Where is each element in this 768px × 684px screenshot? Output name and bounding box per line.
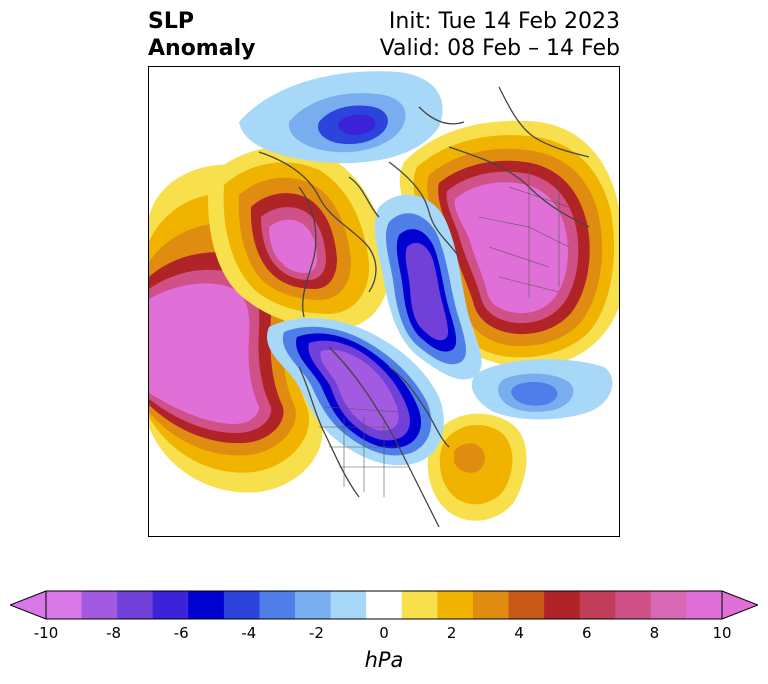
- colorbar-unit: hPa: [364, 648, 404, 672]
- colorbar-swatch: [223, 591, 260, 619]
- colorbar-swatch: [366, 591, 403, 619]
- colorbar-swatch: [579, 591, 616, 619]
- colorbar-tick-label: -10: [33, 624, 59, 642]
- colorbar-extend-max: [721, 590, 760, 620]
- colorbar-swatch: [401, 591, 438, 619]
- colorbar-tick-label: 4: [514, 624, 524, 642]
- colorbar-frame: [45, 590, 723, 620]
- colorbar-swatch: [437, 591, 474, 619]
- title-left: SLP Anomaly: [148, 8, 255, 62]
- title-right: Init: Tue 14 Feb 2023 Valid: 08 Feb – 14…: [380, 8, 620, 62]
- negative-anomaly-arctic: [239, 71, 443, 164]
- colorbar: [8, 590, 760, 620]
- colorbar-tick-label: -4: [241, 624, 257, 642]
- colorbar-swatch: [117, 591, 154, 619]
- colorbar-swatch: [46, 591, 83, 619]
- map-panel: [148, 66, 620, 537]
- positive-anomaly-greenland-atlantic: [208, 146, 390, 329]
- colorbar-swatch: [152, 591, 189, 619]
- negative-anomaly-siberia: [374, 194, 482, 380]
- colorbar-extend-min: [8, 590, 47, 620]
- colorbar-tick-label: 10: [712, 624, 732, 642]
- colorbar-swatch: [686, 591, 723, 619]
- colorbar-tick-label: -2: [308, 624, 324, 642]
- coastlines: [258, 86, 590, 528]
- colorbar-swatch: [544, 591, 581, 619]
- colorbar-tick-label: 0: [379, 624, 389, 642]
- valid-range: Valid: 08 Feb – 14 Feb: [379, 36, 620, 61]
- colorbar-swatch: [330, 591, 367, 619]
- anomaly-map: [149, 71, 619, 528]
- colorbar-tick-label: -8: [106, 624, 122, 642]
- colorbar-graphic: [8, 590, 760, 620]
- colorbar-swatch: [295, 591, 332, 619]
- colorbar-tick-label: 6: [582, 624, 592, 642]
- positive-anomaly-subtropical-atlantic: [427, 413, 527, 521]
- init-date: Init: Tue 14 Feb 2023: [388, 9, 620, 34]
- colorbar-tick-label: 2: [446, 624, 457, 642]
- title-variable: SLP: [148, 9, 194, 34]
- colorbar-swatch: [615, 591, 652, 619]
- colorbar-tick-label: -6: [173, 624, 189, 642]
- colorbar-swatch: [472, 591, 510, 619]
- colorbar-tick-label: 8: [649, 624, 660, 642]
- colorbar-swatch: [650, 591, 687, 619]
- colorbar-swatch: [259, 591, 296, 619]
- colorbar-swatch: [188, 591, 225, 619]
- colorbar-swatch: [81, 591, 118, 619]
- colorbar-swatch: [508, 591, 545, 619]
- title-anomaly: Anomaly: [148, 36, 256, 61]
- negative-anomaly-atlantic: [471, 359, 613, 420]
- political-boundaries: [319, 167, 570, 497]
